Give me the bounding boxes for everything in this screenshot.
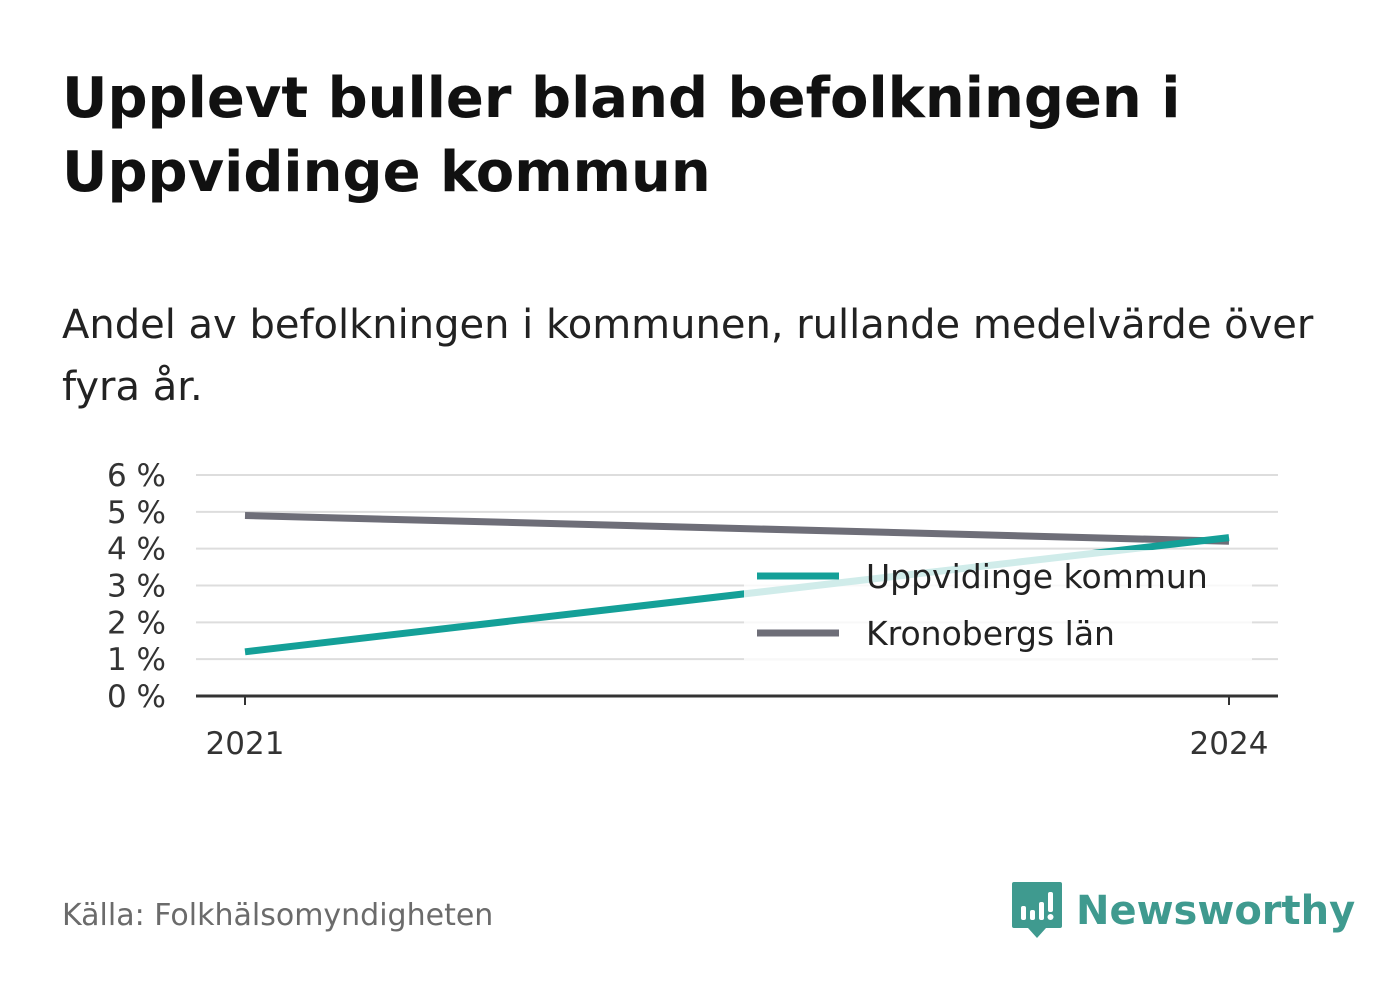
chart-subtitle: Andel av befolkningen i kommunen, rullan… — [62, 302, 1314, 410]
x-tick-label: 2021 — [206, 726, 285, 762]
y-tick-label: 2 % — [107, 605, 166, 641]
brand-logo: Newsworthy — [1010, 878, 1355, 944]
source-note: Källa: Folkhälsomyndigheten — [62, 898, 494, 933]
legend-label: Uppvidinge kommun — [866, 557, 1208, 596]
chart-title: Upplevt buller bland befolkningen i Uppv… — [62, 66, 1181, 205]
y-tick-label: 3 % — [107, 569, 166, 605]
y-tick-label: 4 % — [107, 532, 166, 568]
y-tick-label: 5 % — [107, 495, 166, 531]
y-tick-label: 6 % — [107, 458, 166, 494]
series-line — [244, 512, 1230, 545]
x-tick-label: 2024 — [1190, 726, 1269, 762]
y-axis-ticks: 0 %1 %2 %3 %4 %5 %6 % — [107, 458, 166, 715]
newsworthy-logo-icon — [1012, 882, 1062, 938]
legend-label: Kronobergs län — [866, 614, 1115, 653]
legend-background — [744, 550, 1252, 660]
x-axis-ticks: 2021 2024 — [196, 694, 1278, 762]
y-tick-label: 0 % — [107, 679, 166, 715]
line-chart: 0 %1 %2 %3 %4 %5 %6 % 2021 2024 Uppviding… — [107, 458, 1278, 762]
y-tick-label: 1 % — [107, 642, 166, 678]
brand-name: Newsworthy — [1076, 888, 1356, 934]
legend: Uppvidinge kommun Kronobergs län — [744, 550, 1252, 660]
